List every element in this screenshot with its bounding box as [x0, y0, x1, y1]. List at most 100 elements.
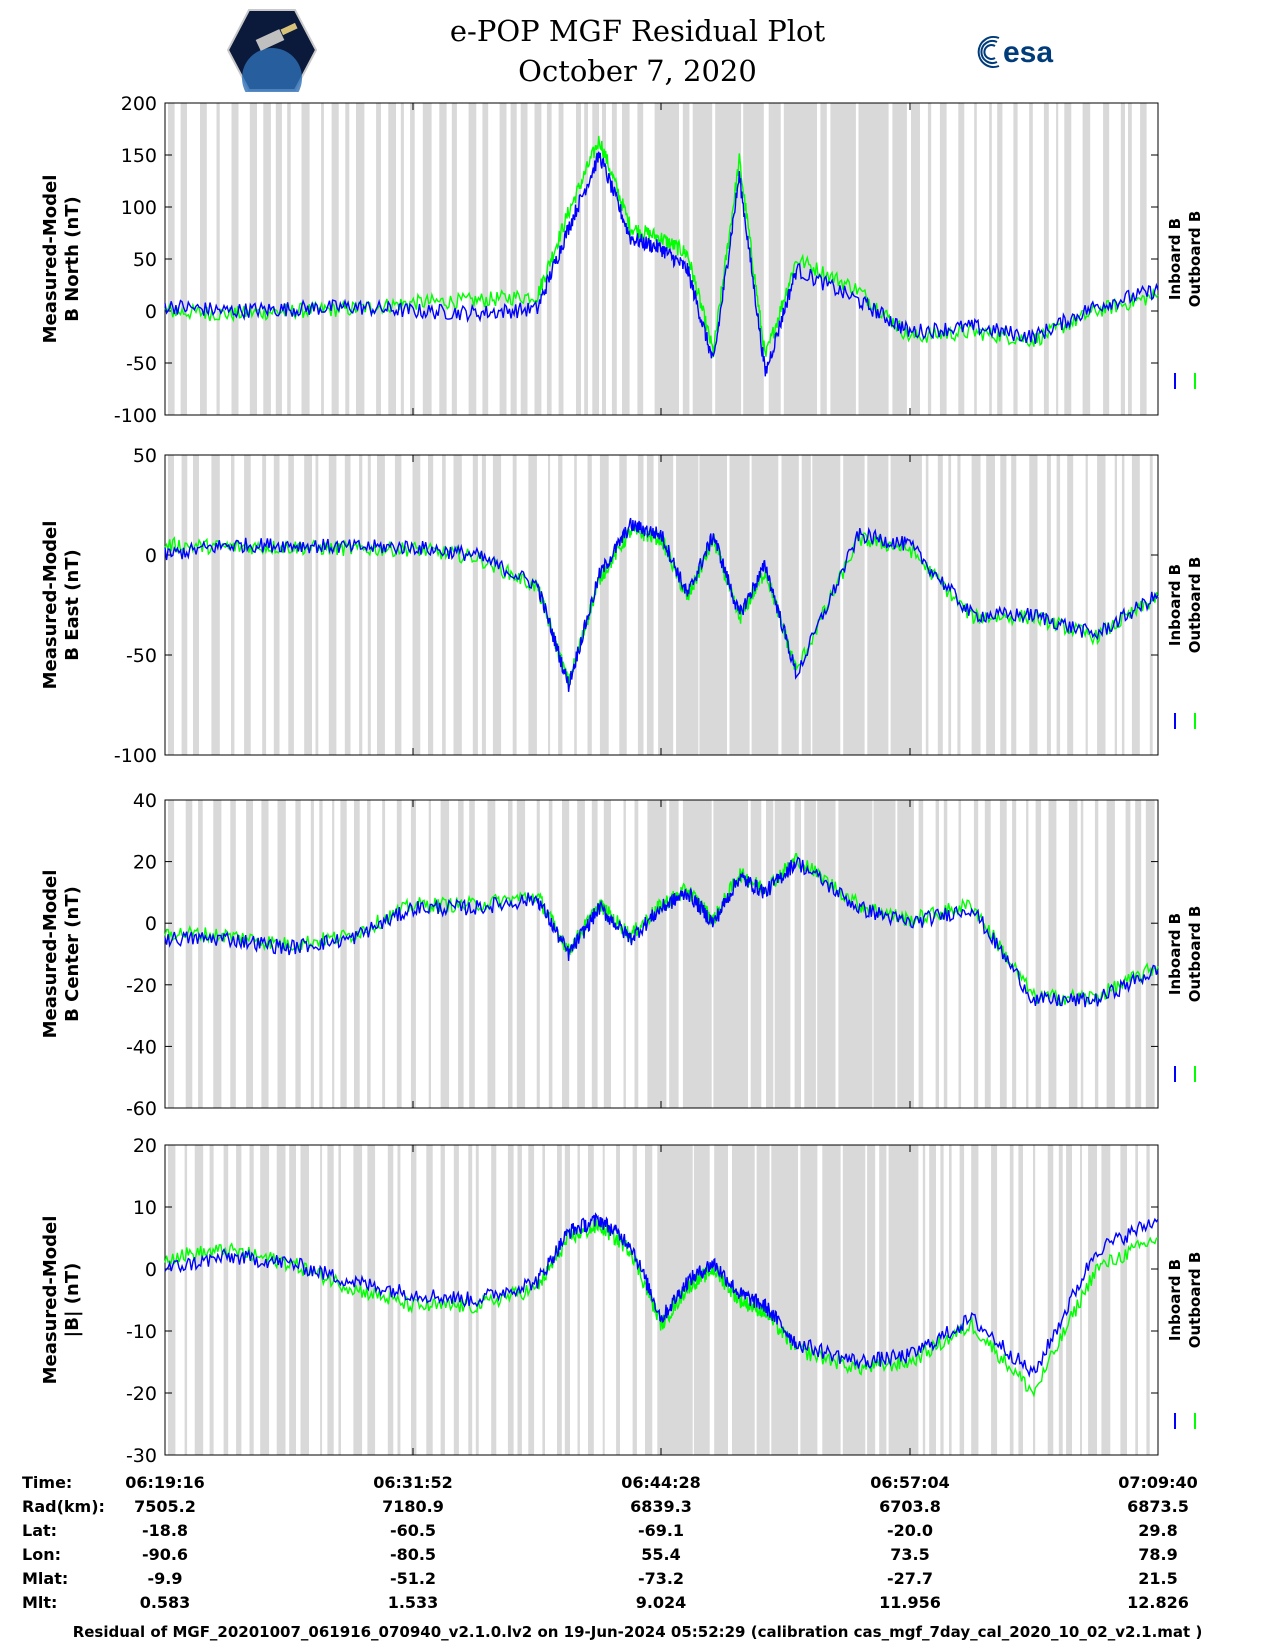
table-cell: 12.826 — [1127, 1593, 1189, 1612]
gap-stripe — [295, 800, 301, 1108]
gap-stripe — [410, 103, 415, 415]
table-cell: -69.1 — [637, 1521, 685, 1540]
gap-stripe — [517, 1145, 522, 1455]
gap-stripe — [180, 103, 187, 415]
gap-stripe — [925, 455, 929, 755]
gap-stripe — [428, 800, 431, 1108]
gap-stripe — [353, 1145, 363, 1455]
gap-stripe — [842, 1145, 866, 1455]
gap-stripe — [1056, 103, 1059, 415]
gap-stripe — [516, 800, 526, 1108]
gap-stripe — [892, 103, 907, 415]
y-axis-label: Measured-Model — [40, 1216, 61, 1385]
gap-stripe — [289, 1145, 296, 1455]
gap-stripe — [440, 800, 450, 1108]
gap-stripe — [897, 800, 914, 1108]
gap-stripe — [536, 800, 540, 1108]
gap-stripe — [185, 800, 193, 1108]
gap-stripe — [260, 1145, 270, 1455]
gap-stripe — [692, 103, 713, 415]
gap-stripe — [817, 800, 836, 1108]
table-cell: 6703.8 — [879, 1497, 941, 1516]
gap-stripe — [354, 800, 360, 1108]
gap-stripe — [986, 455, 995, 755]
gap-stripe — [879, 1145, 887, 1455]
gap-stripe — [359, 455, 363, 755]
gap-stripe — [1097, 455, 1106, 755]
y-tick-label: -30 — [126, 1445, 157, 1467]
gap-stripe — [1103, 103, 1110, 415]
gap-stripe — [576, 103, 581, 415]
table-cell: 1.533 — [387, 1593, 439, 1612]
gap-stripe — [1106, 800, 1115, 1108]
table-cell: -51.2 — [389, 1569, 437, 1588]
gap-stripe — [743, 103, 764, 415]
y-tick-label: -20 — [126, 1383, 157, 1405]
gap-stripe — [412, 455, 421, 755]
y-tick-label: 0 — [145, 913, 157, 935]
gap-stripe — [1135, 1145, 1138, 1455]
gap-stripe — [1047, 1145, 1054, 1455]
gap-stripe — [768, 103, 781, 415]
gap-stripe — [542, 1145, 545, 1455]
gap-stripe — [602, 1145, 605, 1455]
gap-stripe — [714, 1145, 728, 1455]
gap-stripe — [771, 1145, 798, 1455]
gap-stripe — [751, 455, 779, 755]
table-cell: -27.7 — [886, 1569, 934, 1588]
legend-label: Inboard B — [1166, 913, 1184, 995]
y-tick-label: -100 — [114, 745, 157, 767]
panel-3: 40 20 0 -20 -40 -60 Measured-Model B Center (nT… — [40, 790, 1204, 1120]
y-tick-label: -100 — [114, 405, 157, 427]
gap-stripe — [388, 103, 396, 415]
gap-stripe — [591, 800, 598, 1108]
table-row-label: Mlat: — [22, 1569, 69, 1588]
gap-stripe — [574, 455, 577, 755]
gap-stripe — [830, 103, 856, 415]
gap-stripe — [1088, 1145, 1097, 1455]
chart-title: e-POP MGF Residual Plot — [449, 14, 826, 48]
table-cell: 06:57:04 — [870, 1473, 950, 1492]
gap-stripe — [209, 1145, 214, 1455]
gap-stripe — [344, 455, 351, 755]
gap-stripe — [453, 455, 462, 755]
gap-stripe — [929, 1145, 936, 1455]
gap-stripe — [658, 455, 674, 755]
gap-stripe — [184, 1145, 188, 1455]
gap-stripe — [327, 1145, 334, 1455]
data-gap-shading — [168, 103, 1147, 415]
gap-stripe — [562, 800, 570, 1108]
gap-stripe — [922, 1145, 926, 1455]
y-axis-label: Measured-Model — [40, 870, 61, 1039]
gap-stripe — [867, 1145, 876, 1455]
gap-stripe — [338, 1145, 341, 1455]
gap-stripe — [971, 1145, 979, 1455]
gap-stripe — [623, 800, 626, 1108]
gap-stripe — [564, 1145, 570, 1455]
gap-stripe — [943, 800, 948, 1108]
gap-stripe — [729, 455, 750, 755]
data-gap-shading — [168, 800, 1155, 1108]
gap-stripe — [911, 103, 920, 415]
gap-stripe — [634, 800, 639, 1108]
y-axis-label: B Center (nT) — [62, 886, 83, 1022]
gap-stripe — [1067, 455, 1074, 755]
y-tick-label: 100 — [121, 197, 157, 219]
gap-stripe — [507, 1145, 514, 1455]
gap-stripe — [320, 1145, 323, 1455]
gap-stripe — [1029, 455, 1038, 755]
gap-stripe — [939, 103, 947, 415]
table-row-label: Lat: — [22, 1521, 58, 1540]
gap-stripe — [1120, 103, 1125, 415]
gap-stripe — [512, 455, 517, 755]
gap-stripe — [1080, 800, 1084, 1108]
gap-stripe — [382, 800, 386, 1108]
table-cell: -60.5 — [389, 1521, 437, 1540]
table-cell: -90.6 — [141, 1545, 189, 1564]
gap-stripe — [557, 1145, 562, 1455]
gap-stripe — [935, 800, 939, 1108]
gap-stripe — [750, 800, 762, 1108]
gap-stripe — [288, 455, 294, 755]
gap-stripe — [959, 1145, 965, 1455]
gap-stripe — [1013, 103, 1018, 415]
